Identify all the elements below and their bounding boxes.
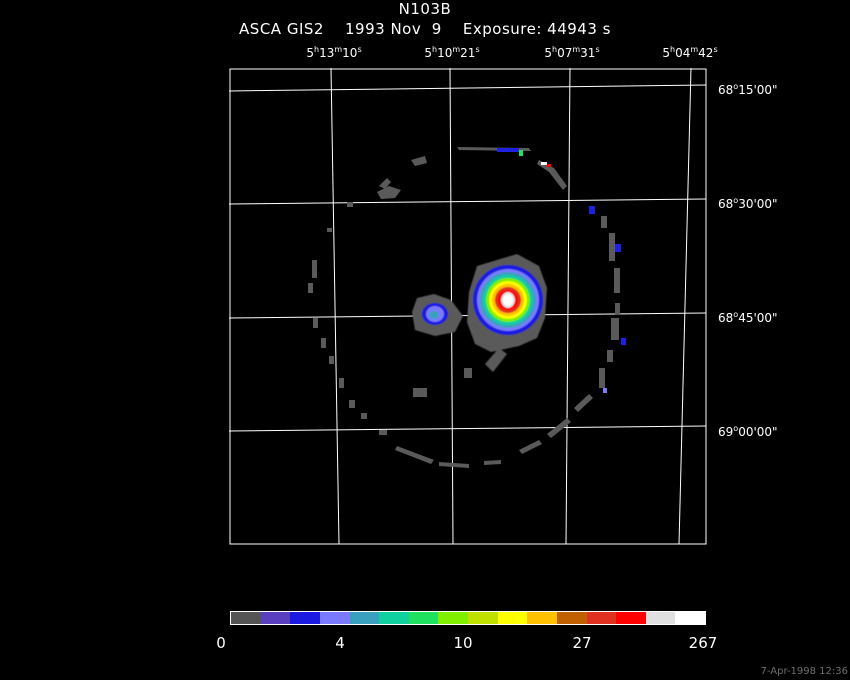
- colorbar-segment: [319, 612, 350, 624]
- colorbar-segment: [616, 612, 646, 624]
- colorbar-segment: [645, 612, 676, 624]
- colorbar-tick-27: 27: [572, 634, 592, 652]
- dec-label-4: 69o00'00": [718, 424, 778, 439]
- colorbar-segment: [349, 612, 380, 624]
- colorbar-segment: [408, 612, 439, 624]
- image-frame: [229, 68, 707, 545]
- colorbar-segment: [379, 612, 409, 624]
- colorbar-segment: [675, 612, 705, 624]
- ra-label-1: 5h13m10s: [306, 45, 362, 60]
- dec-label-1: 68o15'00": [718, 82, 778, 97]
- colorbar-segment: [290, 612, 320, 624]
- colorbar-segment: [527, 612, 557, 624]
- ring-bright-pixels: [497, 148, 626, 393]
- color-scale-bar: [230, 611, 706, 625]
- dec-gridline-4: [229, 425, 707, 432]
- ra-gridline-3: [565, 68, 571, 545]
- ra-gridline-4: [678, 68, 692, 545]
- detector-ring: [308, 147, 620, 468]
- colorbar-tick-267: 267: [688, 634, 718, 652]
- colorbar-tick-4: 4: [335, 634, 345, 652]
- dec-label-2: 68o30'00": [718, 196, 778, 211]
- ra-label-3: 5h07m31s: [544, 45, 600, 60]
- xray-image-panel: [229, 68, 707, 545]
- primary-source: [467, 254, 547, 372]
- colorbar-segment: [438, 612, 468, 624]
- dec-gridline-2: [229, 198, 707, 205]
- colorbar-tick-10: 10: [453, 634, 473, 652]
- timestamp: 7-Apr-1998 12:36: [760, 666, 848, 677]
- plot-title: N103B: [398, 0, 452, 18]
- secondary-source: [412, 294, 463, 336]
- colorbar-segment: [468, 612, 498, 624]
- dec-gridline-1: [229, 84, 707, 92]
- coordinate-grid: [229, 68, 707, 545]
- plot-subtitle: ASCA GIS2 1993 Nov 9 Exposure: 44943 s: [239, 20, 611, 38]
- colorbar-segment: [231, 612, 261, 624]
- ra-label-2: 5h10m21s: [424, 45, 480, 60]
- colorbar-segment: [586, 612, 617, 624]
- dec-label-3: 68o45'00": [718, 310, 778, 325]
- ra-label-4: 5h04m42s: [662, 45, 718, 60]
- colorbar-tick-0: 0: [216, 634, 226, 652]
- colorbar-segment: [497, 612, 528, 624]
- ra-gridline-1: [330, 68, 340, 545]
- colorbar-segment: [556, 612, 587, 624]
- colorbar-segment: [260, 612, 291, 624]
